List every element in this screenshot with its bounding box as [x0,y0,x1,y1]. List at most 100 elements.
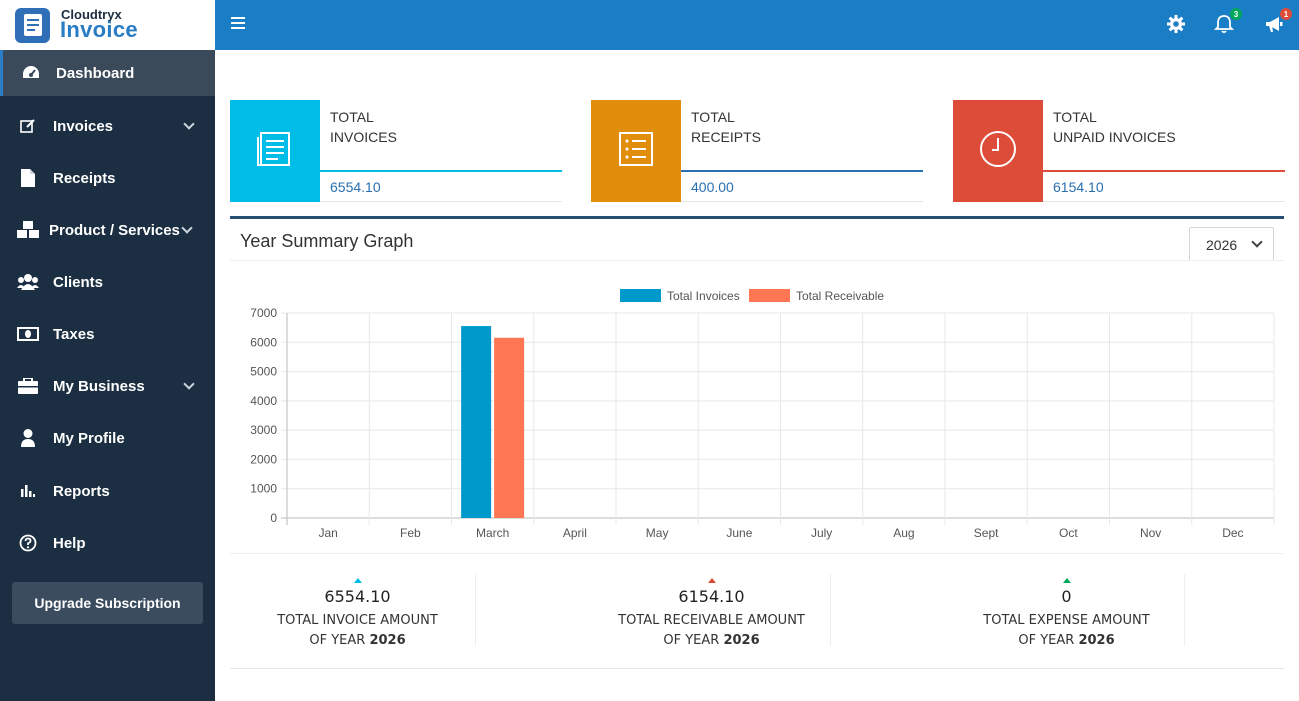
sidebar-item-reports[interactable]: Reports [0,468,215,514]
notifications-badge: 3 [1230,8,1242,20]
sidebar-item-label: My Business [53,377,145,395]
sidebar-item-clients[interactable]: Clients [0,259,215,305]
x-tick-label: Jan [318,526,337,540]
x-tick-label: July [811,526,832,540]
x-tick-label: Dec [1222,526,1243,540]
total-invoice-amount: 6554.10 TOTAL INVOICE AMOUNT OF YEAR 202… [235,574,480,649]
invoice-icon [256,131,294,172]
user-icon [17,427,39,449]
year-summary-chart: 0 1000 2000 3000 4000 5000 6000 7000 Jan Feb March… [230,275,1284,545]
total-receipts-card[interactable]: TOTAL RECEIPTS 400.00 [591,100,923,202]
menu-toggle-icon[interactable] [231,17,245,29]
sidebar: Cloudtryx Invoice Dashboard Invoices Rec… [0,0,215,701]
legend-label: Total Receivable [796,289,884,303]
bar-chart-icon [17,480,39,502]
users-icon [17,271,39,293]
briefcase-icon [17,375,39,397]
panel-title: Year Summary Graph [240,231,414,251]
bar [461,326,492,518]
sidebar-item-taxes[interactable]: Taxes [0,311,215,357]
sidebar-item-label: Help [53,534,86,552]
topbar: 3 1 [215,0,1299,50]
megaphone-icon[interactable]: 1 [1264,8,1292,36]
total-receivable-amount: 6154.10 TOTAL RECEIVABLE AMOUNT OF YEAR … [589,574,834,649]
divider [230,553,1284,554]
sidebar-item-label: Product / Services [49,221,180,239]
caret-up-icon [353,578,362,583]
sidebar-item-product-services[interactable]: Product / Services [0,207,215,253]
sidebar-item-label: Receipts [53,169,116,187]
total-label: TOTAL INVOICE AMOUNT OF YEAR 2026 [277,613,438,648]
divider [1184,574,1185,646]
total-invoices-card[interactable]: TOTAL INVOICES 6554.10 [230,100,562,202]
x-tick-label: June [726,526,752,540]
y-tick-label: 0 [270,511,277,525]
year-select[interactable]: 2026 [1189,227,1274,261]
bar [494,337,525,518]
sidebar-item-my-profile[interactable]: My Profile [0,415,215,461]
total-value: 0 [1061,587,1072,606]
y-tick-label: 1000 [250,482,277,496]
x-tick-label: Sept [974,526,999,540]
card-value: 400.00 [691,179,734,195]
card-title: TOTAL INVOICES [330,109,397,145]
sidebar-item-label: Reports [53,482,110,500]
legend-label: Total Invoices [667,289,740,303]
file-icon [17,167,39,189]
total-unpaid-invoices-card[interactable]: TOTAL UNPAID INVOICES 6154.10 [953,100,1285,202]
year-select-value: 2026 [1206,237,1238,253]
list-icon [618,131,654,172]
sidebar-item-invoices[interactable]: Invoices [0,103,215,149]
card-border [320,201,562,202]
sidebar-item-receipts[interactable]: Receipts [0,155,215,201]
dashboard-icon [20,62,42,84]
chart-svg: 0 1000 2000 3000 4000 5000 6000 7000 Jan Feb March… [250,289,1275,540]
card-title: TOTAL UNPAID INVOICES [1053,109,1176,145]
y-tick-label: 3000 [250,423,277,437]
total-expense-amount: 0 TOTAL EXPENSE AMOUNT OF YEAR 2026 [944,574,1189,649]
y-tick-label: 2000 [250,452,277,466]
divider [475,574,476,646]
y-tick-label: 7000 [250,306,277,320]
money-icon [17,323,39,345]
sidebar-item-help[interactable]: Help [0,520,215,566]
bell-icon[interactable]: 3 [1213,8,1242,36]
chevron-down-icon [181,222,193,234]
chevron-down-icon [183,118,195,130]
total-value: 6554.10 [324,587,391,606]
card-divider [681,170,923,172]
sidebar-item-label: Taxes [53,325,95,343]
logo-icon [15,8,50,43]
card-icon-box [230,100,320,202]
boxes-icon [17,219,39,241]
question-circle-icon [17,532,39,554]
total-label: TOTAL RECEIVABLE AMOUNT OF YEAR 2026 [618,613,805,648]
x-tick-label: April [563,526,587,540]
chevron-down-icon [183,378,195,390]
sidebar-item-my-business[interactable]: My Business [0,363,215,409]
x-tick-label: Nov [1140,526,1161,540]
legend-swatch [620,289,661,302]
total-value: 6154.10 [678,587,745,606]
sidebar-item-label: My Profile [53,429,125,447]
y-tick-label: 5000 [250,365,277,379]
brand[interactable]: Cloudtryx Invoice [0,0,215,50]
card-title: TOTAL RECEIPTS [691,109,762,145]
brand-company: Cloudtryx [61,7,122,22]
clock-icon [979,130,1017,173]
card-value: 6554.10 [330,179,381,195]
sidebar-item-dashboard[interactable]: Dashboard [0,50,215,96]
caret-up-icon [707,578,716,583]
x-tick-label: May [646,526,669,540]
caret-up-icon [1062,578,1071,583]
sidebar-item-label: Dashboard [56,64,135,82]
card-border [681,201,923,202]
sidebar-item-label: Invoices [53,117,114,135]
year-summary-panel: Year Summary Graph 2026 0 1000 2000 3000 400… [230,216,1284,669]
upgrade-subscription-button[interactable]: Upgrade Subscription [12,582,203,624]
gear-icon[interactable] [1166,14,1188,36]
x-tick-label: Aug [893,526,914,540]
sidebar-item-label: Clients [53,273,104,291]
card-icon-box [953,100,1043,202]
chevron-down-icon [1251,236,1263,248]
